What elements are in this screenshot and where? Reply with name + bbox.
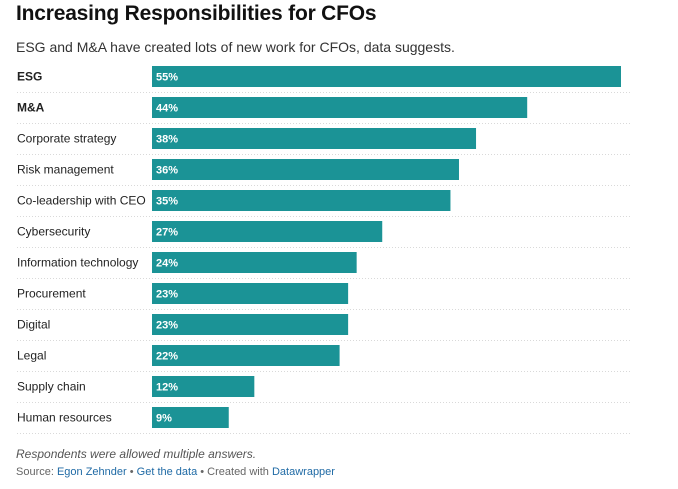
bar-legal — [152, 345, 340, 366]
category-label-m-a: M&A — [17, 101, 45, 115]
value-label-legal: 22% — [156, 351, 178, 363]
value-label-information-technology: 24% — [156, 258, 178, 270]
category-label-digital: Digital — [17, 318, 50, 332]
value-label-risk-management: 36% — [156, 165, 178, 177]
bar-cybersecurity — [152, 221, 383, 242]
datawrapper-link[interactable]: Datawrapper — [271, 466, 335, 478]
source-prefix: Source: — [16, 466, 57, 478]
category-label-corporate-strategy: Corporate strategy — [17, 132, 116, 146]
value-label-cybersecurity: 27% — [156, 227, 178, 239]
category-label-esg: ESG — [17, 70, 42, 84]
category-label-co-leadership-with-ceo: Co-leadership with CEO — [17, 194, 146, 208]
bar-co-leadership-with-ceo — [152, 190, 451, 211]
value-label-human-resources: 9% — [156, 413, 172, 425]
value-label-corporate-strategy: 38% — [156, 134, 178, 146]
bar-esg — [152, 66, 621, 87]
chart-subtitle: ESG and M&A have created lots of new wor… — [16, 39, 455, 55]
value-label-m-a: 44% — [156, 103, 178, 115]
value-label-procurement: 23% — [156, 289, 178, 301]
value-label-supply-chain: 12% — [156, 382, 178, 394]
category-label-cybersecurity: Cybersecurity — [17, 225, 90, 239]
value-label-co-leadership-with-ceo: 35% — [156, 196, 178, 208]
value-label-esg: 55% — [156, 72, 178, 84]
get-the-data-link[interactable]: Get the data — [136, 466, 198, 478]
category-label-human-resources: Human resources — [17, 411, 112, 425]
category-label-procurement: Procurement — [17, 287, 86, 301]
bar-supply-chain — [152, 376, 255, 397]
value-label-digital: 23% — [156, 320, 178, 332]
chart-note: Respondents were allowed multiple answer… — [16, 447, 257, 461]
source-link[interactable]: Egon Zehnder — [56, 466, 127, 478]
chart-footer: Source: Egon Zehnder • Get the data • Cr… — [16, 466, 335, 478]
category-label-information-technology: Information technology — [17, 256, 138, 270]
footer-separator: • — [126, 466, 137, 478]
bar-m-a — [152, 97, 528, 118]
bar-digital — [152, 314, 349, 335]
bar-corporate-strategy — [152, 128, 477, 149]
bar-information-technology — [152, 252, 357, 273]
chart-title: Increasing Responsibilities for CFOs — [16, 2, 377, 25]
category-label-supply-chain: Supply chain — [17, 380, 86, 394]
footer-created-with: • Created with — [197, 466, 272, 478]
category-label-legal: Legal — [17, 349, 46, 363]
bar-human-resources — [152, 407, 229, 428]
category-label-risk-management: Risk management — [17, 163, 114, 177]
bar-procurement — [152, 283, 349, 304]
bar-risk-management — [152, 159, 459, 180]
